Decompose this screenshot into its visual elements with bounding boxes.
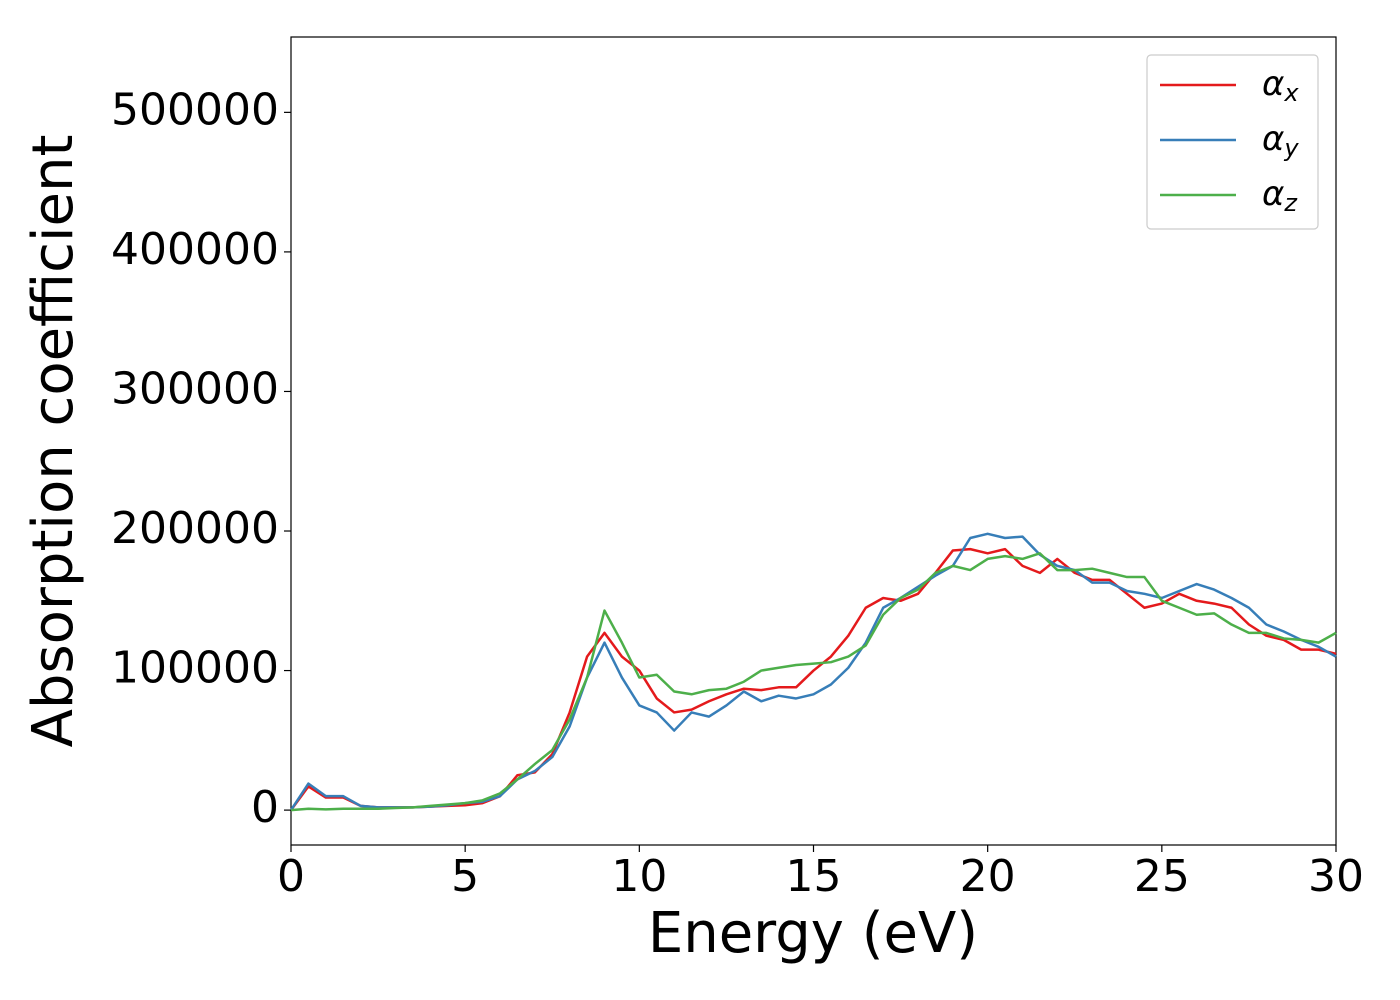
series-line: [290, 552, 1337, 812]
x-tick-label: 25: [1134, 851, 1190, 902]
y-tick-label: 300000: [111, 363, 279, 414]
y-tick-label: 200000: [111, 503, 279, 554]
legend-box: [1146, 54, 1319, 230]
x-tick-label: 0: [277, 851, 305, 902]
legend-label: αz: [1262, 174, 1298, 218]
y-tick-label: 500000: [111, 84, 279, 135]
y-tick-label: 0: [251, 782, 279, 833]
y-tick-label: 400000: [111, 224, 279, 275]
legend-label: αx: [1262, 64, 1299, 108]
y-axis-label: Absorption coefficient: [21, 135, 86, 748]
x-axis-label: Energy (eV): [648, 901, 978, 966]
y-tick-label: 100000: [111, 643, 279, 694]
x-tick-label: 15: [786, 851, 842, 902]
series-line: [289, 547, 1337, 811]
x-tick-label: 10: [611, 851, 667, 902]
x-tick-label: 5: [451, 851, 479, 902]
x-tick-label: 30: [1308, 851, 1364, 902]
legend-label: αy: [1262, 119, 1299, 163]
x-tick-label: 20: [960, 851, 1016, 902]
